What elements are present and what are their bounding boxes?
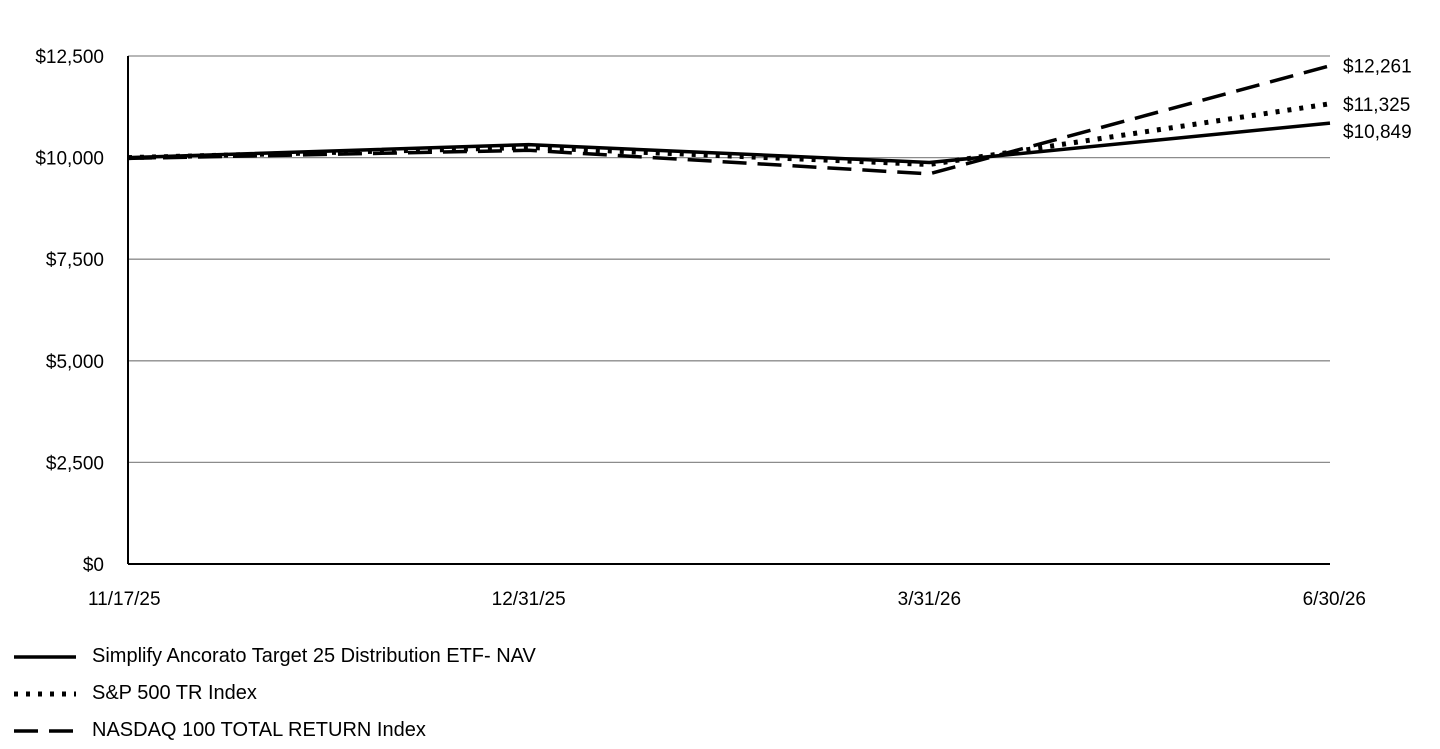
legend: Simplify Ancorato Target 25 Distribution… bbox=[14, 638, 536, 749]
legend-swatch bbox=[14, 654, 76, 659]
gridlines bbox=[128, 55, 1330, 464]
x-tick-label: 11/17/25 bbox=[88, 589, 161, 610]
x-tick-labels: 11/17/25 12/31/25 3/31/26 6/30/26 bbox=[88, 589, 1366, 610]
series-line-3 bbox=[127, 64, 1331, 176]
end-value-label: $12,261 bbox=[1343, 57, 1412, 78]
axes bbox=[127, 56, 1330, 565]
x-tick-label: 6/30/26 bbox=[1303, 589, 1366, 610]
x-tick-label: 3/31/26 bbox=[898, 589, 961, 610]
series-line-2 bbox=[127, 101, 1331, 168]
y-tick-label: $2,500 bbox=[46, 453, 104, 474]
legend-swatch bbox=[14, 691, 76, 696]
end-labels: $12,261 $11,325 $10,849 bbox=[1343, 57, 1412, 143]
y-tick-label: $12,500 bbox=[35, 47, 104, 68]
end-value-label: $11,325 bbox=[1343, 95, 1410, 116]
y-tick-label: $5,000 bbox=[46, 352, 104, 373]
legend-item: NASDAQ 100 TOTAL RETURN Index bbox=[14, 712, 536, 749]
legend-item: Simplify Ancorato Target 25 Distribution… bbox=[14, 638, 536, 675]
x-tick-label: 12/31/25 bbox=[492, 589, 566, 610]
legend-swatch bbox=[14, 728, 76, 733]
series-lines bbox=[127, 64, 1331, 176]
legend-item: S&P 500 TR Index bbox=[14, 675, 536, 712]
y-tick-label: $0 bbox=[83, 555, 104, 576]
y-tick-labels: $0 $2,500 $5,000 $7,500 $10,000 $12,500 bbox=[35, 47, 104, 576]
y-tick-label: $10,000 bbox=[35, 149, 104, 170]
end-value-label: $10,849 bbox=[1343, 122, 1412, 143]
legend-label: Simplify Ancorato Target 25 Distribution… bbox=[92, 645, 536, 667]
legend-label: S&P 500 TR Index bbox=[92, 682, 257, 704]
legend-label: NASDAQ 100 TOTAL RETURN Index bbox=[92, 719, 426, 741]
line-chart: $0 $2,500 $5,000 $7,500 $10,000 $12,500 11/17… bbox=[35, 47, 1412, 610]
y-tick-label: $7,500 bbox=[46, 250, 104, 271]
